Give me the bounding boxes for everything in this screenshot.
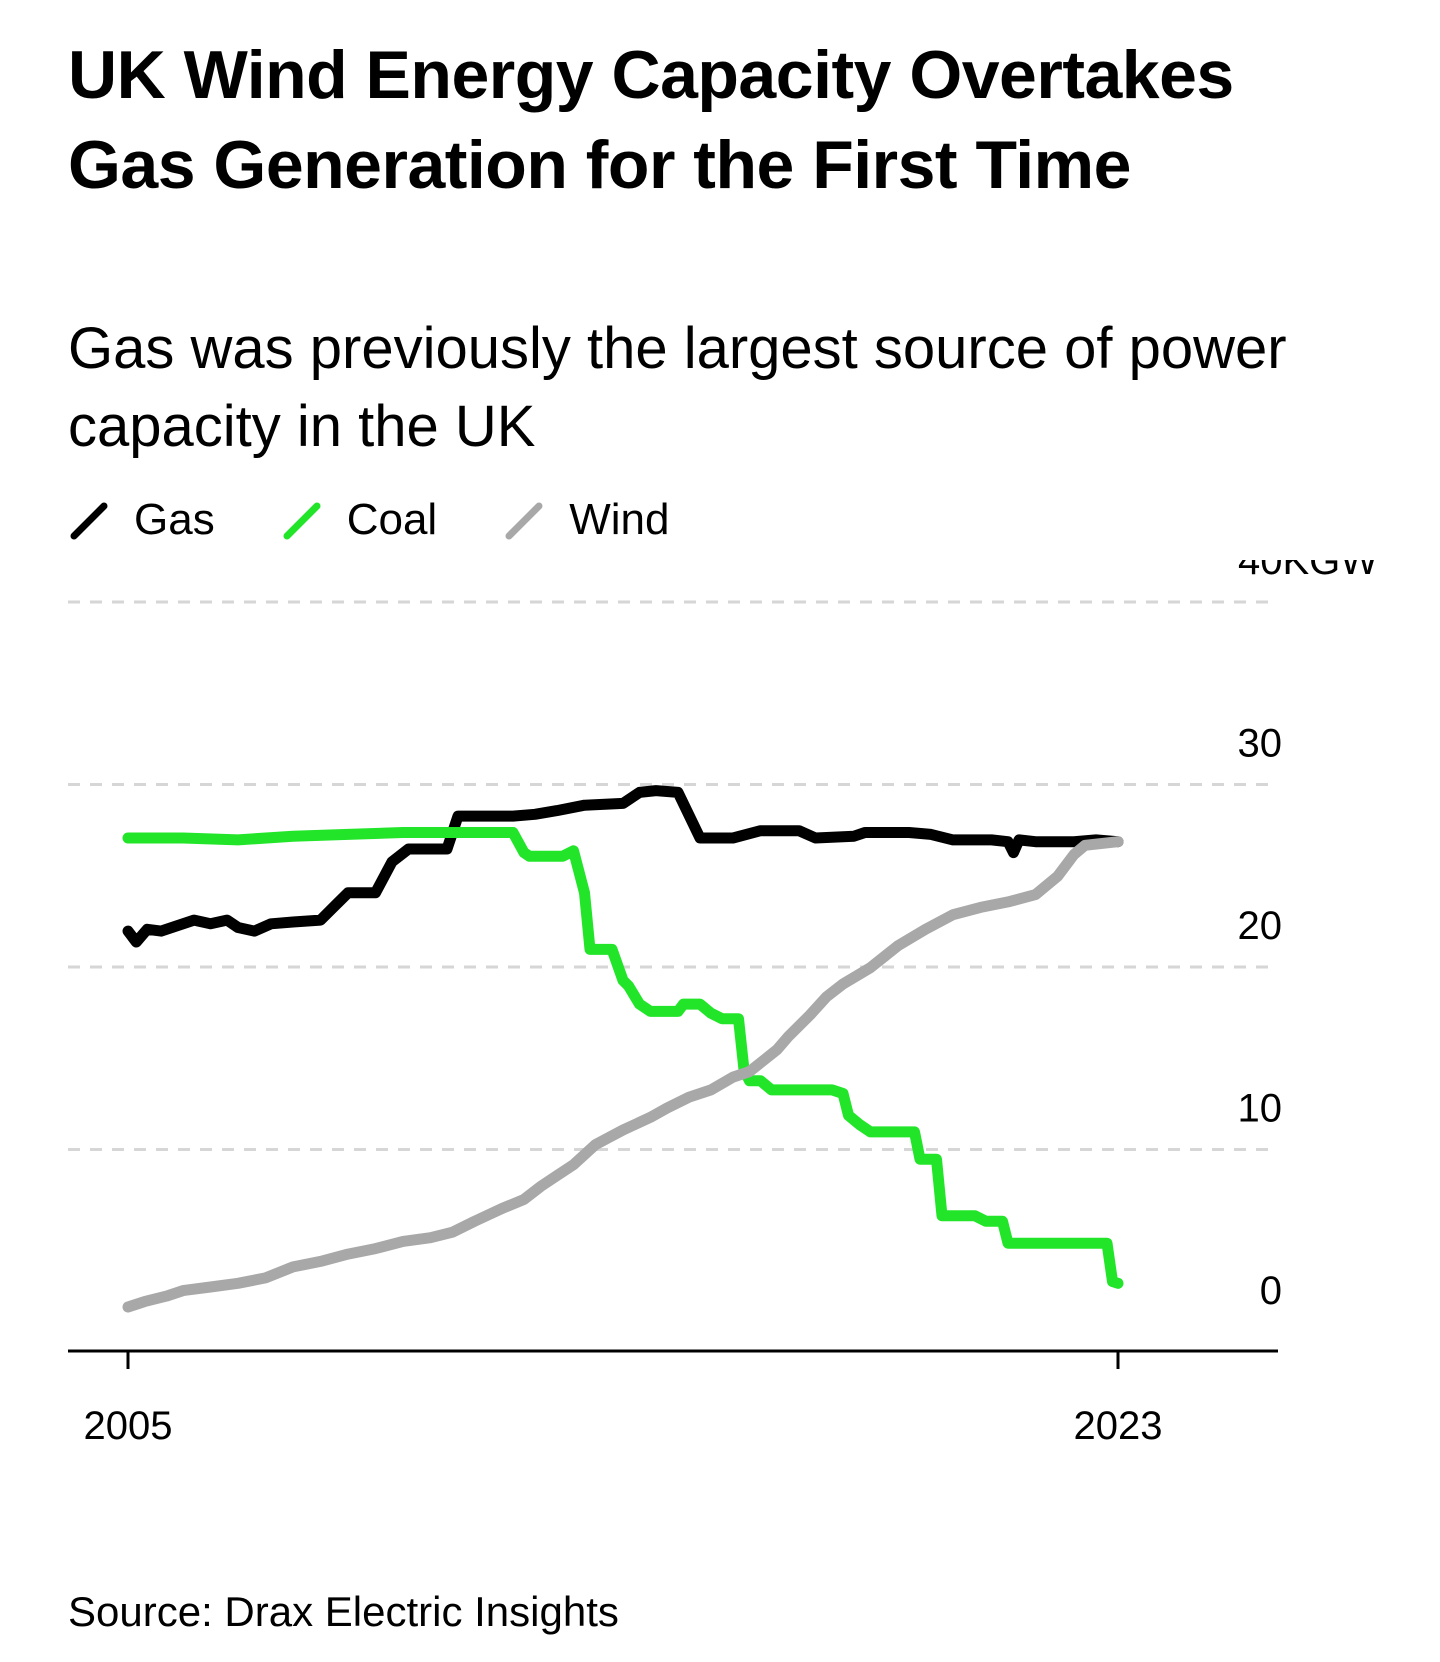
legend-label-wind: Wind xyxy=(569,495,670,544)
legend-item-wind: Wind xyxy=(503,495,669,545)
y-tick-label-40: 40KGW xyxy=(1238,560,1378,583)
legend-label-coal: Coal xyxy=(346,495,438,544)
legend-swatch-gas xyxy=(70,502,108,540)
legend-item-coal: Coal xyxy=(281,495,438,545)
line-chart: 0 10 20 30 40KGW 2005 2023 xyxy=(68,560,1378,1448)
y-tick-label-20: 20 xyxy=(1238,904,1283,948)
y-tick-label-0: 0 xyxy=(1260,1269,1282,1313)
legend-swatch-wind xyxy=(505,502,543,540)
chart-title: UK Wind Energy Capacity Overtakes Gas Ge… xyxy=(68,37,1234,203)
x-tick-label-2023: 2023 xyxy=(1074,1404,1163,1448)
y-tick-label-10: 10 xyxy=(1238,1087,1283,1131)
legend-line-coal xyxy=(283,502,321,540)
chart-subtitle: Gas was previously the largest source of… xyxy=(68,316,1287,459)
legend-line-gas xyxy=(70,502,108,540)
y-tick-label-30: 30 xyxy=(1238,722,1283,766)
series-line-wind xyxy=(122,836,1124,1313)
series-line-coal xyxy=(122,827,1124,1289)
legend-line-wind xyxy=(505,502,543,540)
legend-item-gas: Gas xyxy=(68,495,215,545)
legend-swatch-coal xyxy=(283,502,321,540)
series-line-gas xyxy=(122,785,1124,948)
legend: Gas Coal Wind xyxy=(68,495,735,545)
x-tick-label-2005: 2005 xyxy=(84,1404,173,1448)
source-note: Source: Drax Electric Insights xyxy=(68,1588,619,1635)
legend-label-gas: Gas xyxy=(134,495,215,544)
